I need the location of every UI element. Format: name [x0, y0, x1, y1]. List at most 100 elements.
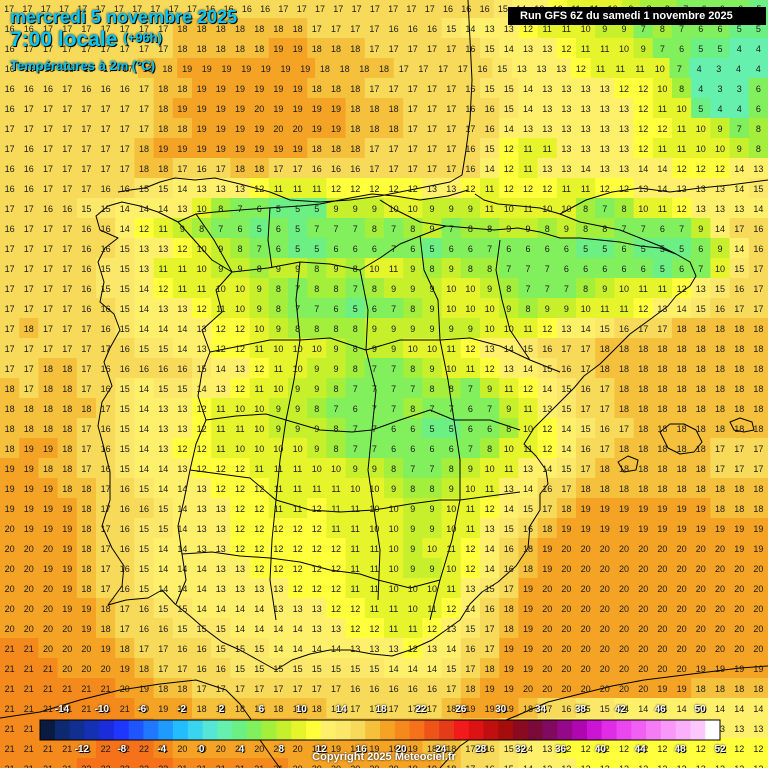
- temperature-cell: [307, 38, 328, 59]
- temperature-cell: [441, 118, 462, 139]
- temperature-cell: [0, 78, 21, 99]
- temperature-cell: [192, 298, 213, 319]
- temperature-cell: [0, 258, 21, 279]
- temperature-cell: [729, 78, 750, 99]
- temperature-cell: [268, 258, 289, 279]
- temperature-cell: [403, 318, 424, 339]
- temperature-cell: [614, 38, 635, 59]
- temperature-cell: [57, 158, 78, 179]
- temperature-cell: [288, 298, 309, 319]
- temperature-cell: [0, 218, 21, 239]
- temperature-cell: [192, 218, 213, 239]
- temperature-cell: [403, 178, 424, 199]
- temperature-cell: [460, 118, 481, 139]
- temperature-cell: [441, 258, 462, 279]
- temperature-cell: [480, 218, 501, 239]
- temperature-cell: [288, 238, 309, 259]
- temperature-cell: [710, 178, 731, 199]
- temperature-cell: [315, 58, 336, 79]
- temperature-cell: [672, 98, 693, 119]
- temperature-cell: [118, 58, 139, 79]
- temperature-cell: [57, 338, 78, 359]
- temperature-cell: [96, 38, 117, 59]
- temperature-cell: [19, 278, 40, 299]
- temperature-cell: [288, 278, 309, 299]
- temperature-cell: [691, 178, 712, 199]
- temperature-cell: [38, 338, 59, 359]
- temperature-cell: [177, 58, 198, 79]
- temperature-cell: [420, 0, 440, 19]
- temperature-cell: [748, 258, 768, 279]
- temperature-cell: [172, 318, 193, 339]
- temperature-cell: [153, 198, 174, 219]
- temperature-cell: [307, 78, 328, 99]
- temperature-cell: [288, 178, 309, 199]
- temperature-cell: [748, 198, 768, 219]
- temperature-cell: [571, 58, 592, 79]
- temperature-cell: [691, 158, 712, 179]
- temperature-cell: [729, 138, 750, 159]
- temperature-cell: [518, 278, 539, 299]
- temperature-cell: [556, 238, 577, 259]
- temperature-cell: [633, 38, 654, 59]
- temperature-cell: [729, 318, 750, 339]
- temperature-cell: [345, 238, 366, 259]
- temperature-cell: [157, 58, 179, 79]
- temperature-cell: [403, 158, 424, 179]
- temperature-cell: [345, 298, 366, 319]
- temperature-cell: [249, 158, 270, 179]
- temperature-cell: [384, 78, 405, 99]
- temperature-cell: [537, 78, 558, 99]
- temperature-cell: [216, 58, 238, 79]
- temperature-cell: [672, 158, 693, 179]
- temperature-cell: [38, 198, 59, 219]
- temperature-cell: [268, 278, 289, 299]
- temperature-cell: [288, 218, 309, 239]
- temperature-cell: [652, 158, 673, 179]
- temperature-cell: [551, 58, 573, 79]
- temperature-cell: [211, 318, 232, 339]
- temperature-cell: [134, 218, 155, 239]
- temperature-cell: [384, 0, 404, 19]
- temperature-cell: [364, 238, 385, 259]
- temperature-cell: [422, 318, 443, 339]
- temperature-cell: [230, 138, 251, 159]
- temperature-cell: [96, 78, 117, 99]
- temperature-cell: [691, 238, 712, 259]
- temperature-cell: [595, 138, 616, 159]
- temperature-cell: [460, 18, 481, 39]
- temperature-cell: [728, 58, 750, 79]
- temperature-cell: [556, 198, 577, 219]
- temperature-cell: [480, 18, 501, 39]
- temperature-cell: [268, 238, 289, 259]
- temperature-cell: [595, 198, 616, 219]
- temperature-cell: [460, 178, 481, 199]
- temperature-cell: [249, 98, 270, 119]
- legend-swatch: [54, 720, 71, 740]
- temperature-cell: [310, 0, 331, 19]
- temperature-cell: [729, 38, 750, 59]
- temperature-cell: [630, 58, 651, 79]
- temperature-cell: [710, 78, 731, 99]
- temperature-cell: [307, 298, 328, 319]
- temperature-cell: [576, 158, 597, 179]
- temperature-cell: [576, 118, 597, 139]
- legend-swatch: [187, 720, 204, 740]
- temperature-cell: [403, 218, 424, 239]
- temperature-cell: [153, 278, 174, 299]
- temperature-cell: [691, 278, 712, 299]
- temperature-cell: [38, 158, 59, 179]
- temperature-cell: [672, 298, 693, 319]
- temperature-cell: [691, 138, 712, 159]
- temperature-cell: [326, 178, 347, 199]
- temperature-cell: [710, 278, 731, 299]
- temperature-cell: [499, 38, 520, 59]
- temperature-cell: [595, 218, 616, 239]
- temperature-cell: [364, 18, 385, 39]
- legend-swatch: [335, 720, 351, 740]
- temperature-cell: [576, 258, 597, 279]
- temperature-cell: [364, 198, 385, 219]
- temperature-cell: [672, 218, 693, 239]
- temperature-cell: [672, 178, 693, 199]
- temperature-cell: [153, 178, 174, 199]
